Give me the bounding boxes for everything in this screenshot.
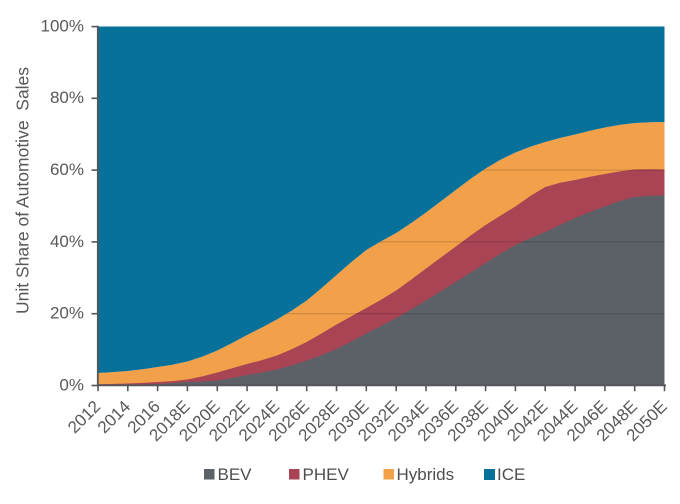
svg-text:Unit Share of Automotive Sale: Unit Share of Automotive Sales: [13, 67, 33, 314]
svg-text:100%: 100%: [41, 17, 84, 36]
svg-text:2012: 2012: [64, 397, 104, 437]
svg-text:60%: 60%: [50, 160, 84, 179]
svg-text:ICE: ICE: [497, 465, 525, 484]
svg-text:80%: 80%: [50, 88, 84, 107]
svg-text:2014: 2014: [94, 397, 134, 437]
svg-text:Hybrids: Hybrids: [397, 465, 455, 484]
svg-text:40%: 40%: [50, 232, 84, 251]
svg-text:BEV: BEV: [218, 465, 253, 484]
svg-text:0%: 0%: [59, 375, 84, 394]
svg-text:PHEV: PHEV: [303, 465, 350, 484]
svg-text:20%: 20%: [50, 304, 84, 323]
